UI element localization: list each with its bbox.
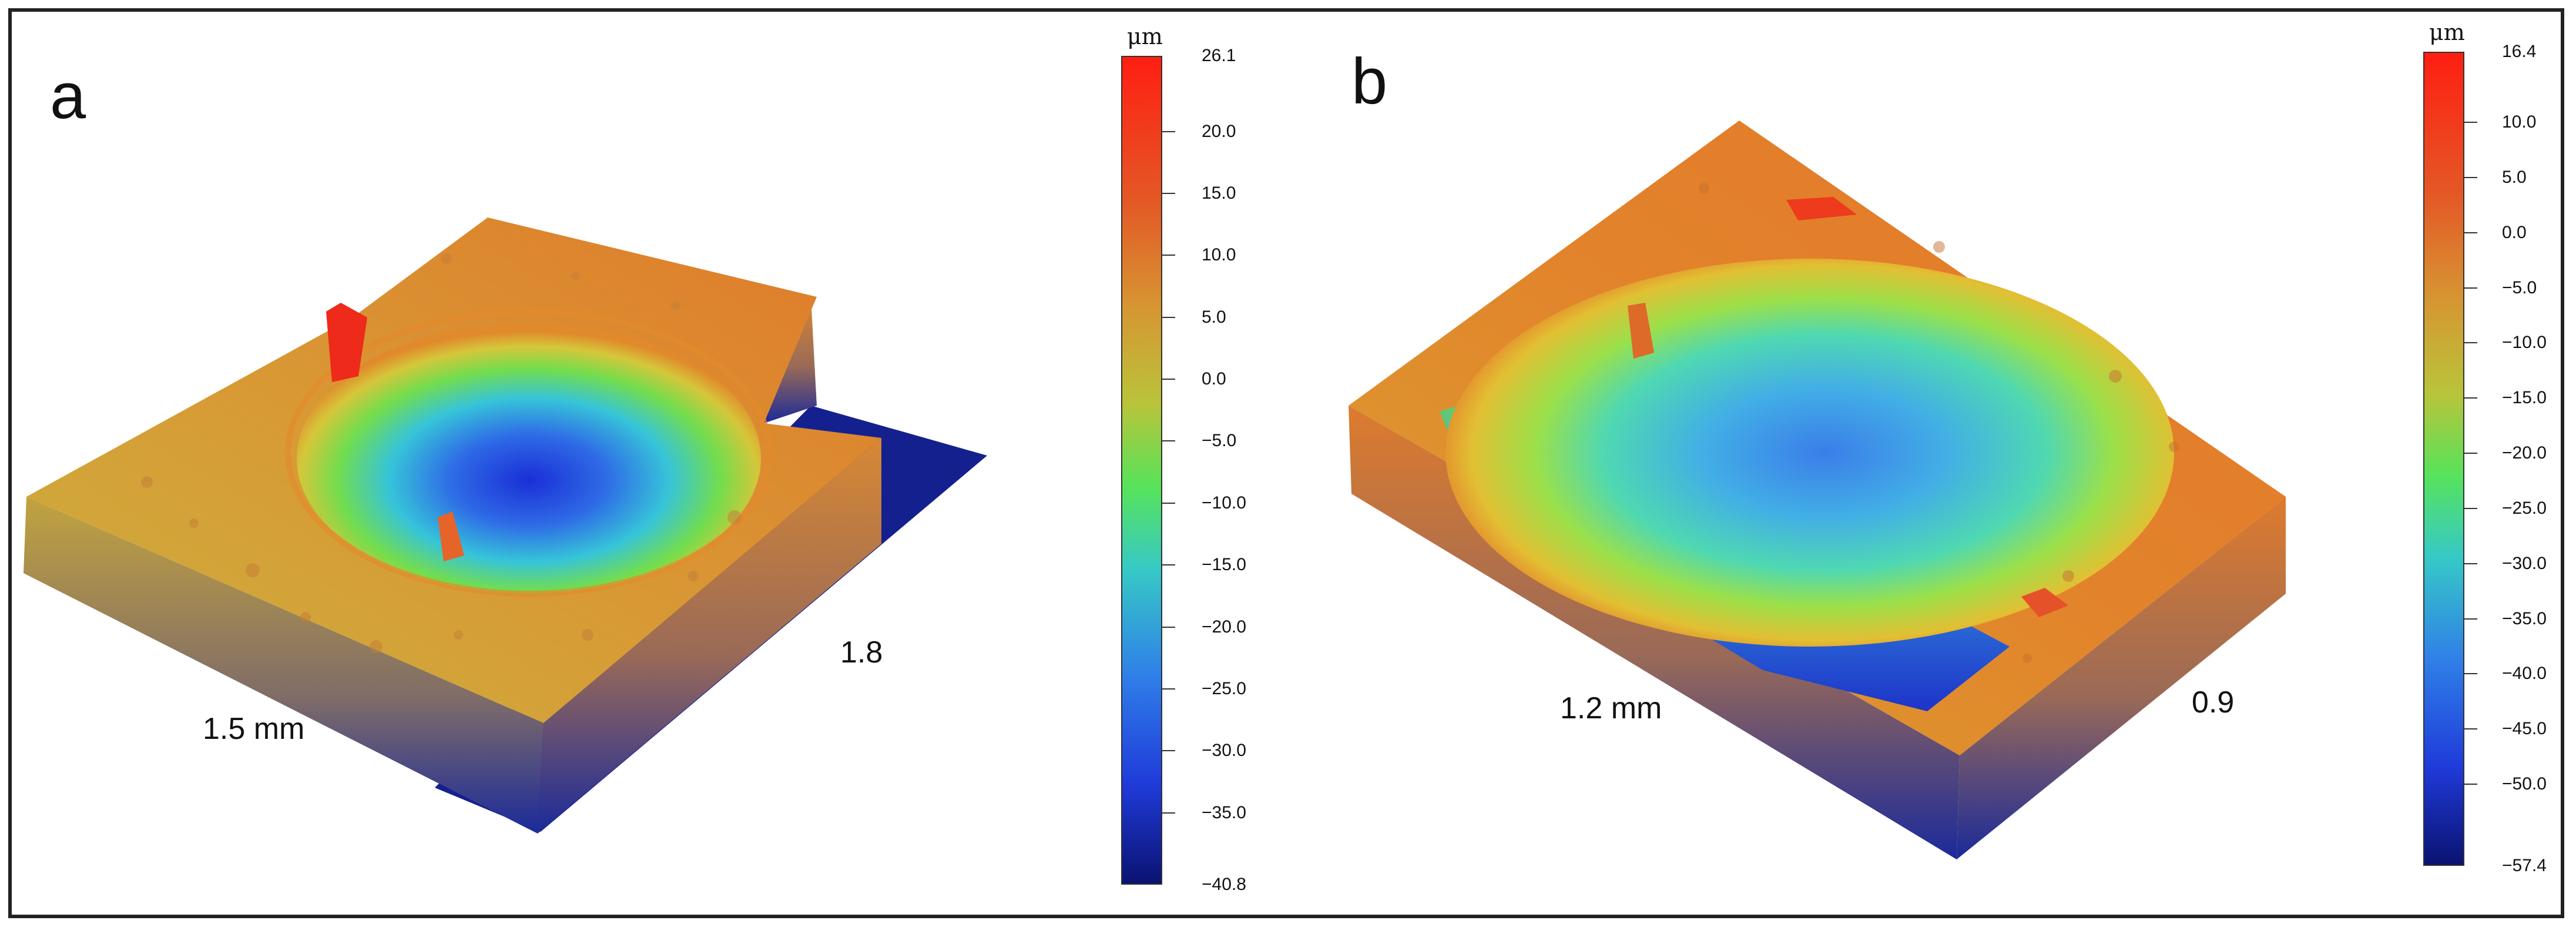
panel-a-crater: [297, 323, 761, 594]
colorbar-b-gradient: [2423, 52, 2464, 866]
colorbar-b-min-label: −57.4: [2502, 856, 2547, 875]
colorbar-a-tick-label: −5.0: [1202, 431, 1237, 451]
colorbar-b-tick-mark: [2464, 618, 2477, 620]
colorbar-a-tick-label: −15.0: [1202, 555, 1246, 575]
colorbar-a-tick-label: 5.0: [1202, 307, 1226, 327]
colorbar-a-tick-label: −25.0: [1202, 678, 1246, 698]
colorbar-b-tick-mark: [2464, 453, 2477, 454]
colorbar-a-tick-mark: [1162, 379, 1175, 380]
figure-frame: [8, 8, 2564, 918]
colorbar-a-tick-mark: [1162, 440, 1175, 442]
panel-a-left-wall: [24, 497, 544, 834]
colorbar-a-tick-label: −30.0: [1202, 741, 1246, 761]
colorbar-b-tick-label: −15.0: [2502, 388, 2547, 408]
colorbar-b-frame: [2423, 52, 2464, 866]
colorbar-b-tick-label: −50.0: [2502, 774, 2547, 794]
colorbar-b-tick-mark: [2464, 122, 2477, 123]
colorbar-a-tick-label: 20.0: [1202, 121, 1236, 141]
colorbar-a-tick-label: −20.0: [1202, 617, 1246, 637]
colorbar-b-tick-mark: [2464, 728, 2477, 730]
colorbar-a-tick-label: 10.0: [1202, 245, 1236, 265]
colorbar-a-tick-mark: [1162, 564, 1175, 566]
colorbar-a-tick-mark: [1162, 255, 1175, 256]
panel-a-surface: [24, 217, 987, 834]
colorbar-a-tick-mark: [1162, 626, 1175, 628]
colorbar-b-tick-label: 5.0: [2502, 167, 2527, 187]
panel-b-surface: [1349, 121, 2286, 859]
colorbar-b-tick-mark: [2464, 507, 2477, 509]
colorbar-b-tick-mark: [2464, 342, 2477, 344]
colorbar-b-tick-mark: [2464, 397, 2477, 399]
colorbar-a-tick-label: −35.0: [1202, 802, 1246, 822]
colorbar-a-tick-mark: [1162, 812, 1175, 814]
colorbar-b-tick-mark: [2464, 673, 2477, 675]
colorbar-b-unit: μm: [2429, 19, 2465, 45]
colorbar-a-tick-mark: [1162, 316, 1175, 318]
colorbar-a-min-label: −40.8: [1202, 875, 1246, 894]
colorbar-b-tick-label: −5.0: [2502, 277, 2537, 297]
colorbar-a-tick-label: 0.0: [1202, 369, 1226, 389]
colorbar-b-tick-mark: [2464, 287, 2477, 289]
colorbar-a-tick-mark: [1162, 192, 1175, 194]
colorbar-a-gradient: [1121, 56, 1162, 885]
colorbar-b-tick-label: −40.0: [2502, 664, 2547, 684]
colorbar-b-tick-mark: [2464, 563, 2477, 564]
panel-a-x-axis-label: 1.5 mm: [203, 712, 305, 746]
colorbar-b-tick-label: −20.0: [2502, 443, 2547, 463]
colorbar-b-tick-label: −35.0: [2502, 608, 2547, 628]
colorbar-a-tick-label: −10.0: [1202, 493, 1246, 513]
colorbar-b-tick-label: −25.0: [2502, 498, 2547, 518]
colorbar-a-frame: [1121, 56, 1162, 885]
panel-a-right-wall: [538, 438, 881, 834]
panel-a-y-axis-label: 1.8: [840, 635, 883, 670]
colorbar-a-tick-mark: [1162, 130, 1175, 132]
colorbar-b-tick-label: −30.0: [2502, 553, 2547, 573]
colorbar-b-tick-label: 10.0: [2502, 112, 2537, 132]
colorbar-b-tick-label: 0.0: [2502, 222, 2527, 242]
panel-b-right-wall: [1957, 497, 2286, 859]
panel-a-letter: a: [50, 60, 86, 132]
panel-b-x-axis-label: 1.2 mm: [1560, 691, 1662, 725]
colorbar-a-tick-mark: [1162, 502, 1175, 504]
colorbar-b-tick-mark: [2464, 176, 2477, 178]
colorbar-b-tick-label: −10.0: [2502, 333, 2547, 353]
colorbar-b-tick-label: −45.0: [2502, 719, 2547, 739]
colorbar-a-tick-mark: [1162, 688, 1175, 690]
colorbar-b-tick-mark: [2464, 784, 2477, 785]
colorbar-a-tick-mark: [1162, 750, 1175, 752]
colorbar-a-max-label: 26.1: [1202, 46, 1236, 65]
colorbar-b-tick-mark: [2464, 232, 2477, 233]
panel-b-crater: [1445, 259, 2174, 647]
colorbar-b-max-label: 16.4: [2502, 42, 2537, 61]
colorbar-a-tick-label: 15.0: [1202, 183, 1236, 203]
colorbar-a-unit: μm: [1127, 24, 1163, 49]
panel-b-letter: b: [1351, 45, 1388, 118]
panel-a-spike: [326, 303, 367, 382]
panel-b-y-axis-label: 0.9: [2192, 685, 2235, 719]
